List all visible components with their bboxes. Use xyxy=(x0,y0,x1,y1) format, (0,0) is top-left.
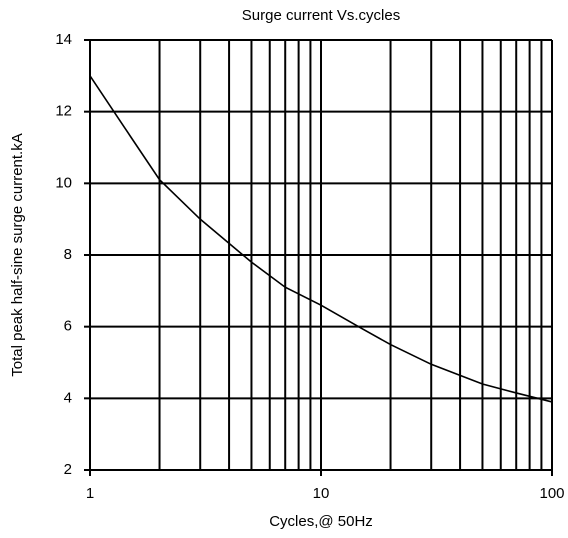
y-tick-label: 6 xyxy=(64,318,72,335)
y-tick-label: 14 xyxy=(55,31,72,48)
x-tick-label: 1 xyxy=(86,485,94,502)
y-tick-label: 2 xyxy=(64,461,72,478)
y-tick-label: 12 xyxy=(55,103,72,120)
x-tick-label: 100 xyxy=(539,485,564,502)
y-tick-label: 10 xyxy=(55,174,72,191)
chart-title: Surge current Vs.cycles xyxy=(242,7,400,24)
x-tick-label: 10 xyxy=(313,485,330,502)
line-series xyxy=(89,75,553,403)
y-tick-label: 8 xyxy=(64,246,72,263)
y-tick-label: 4 xyxy=(64,389,72,406)
x-axis-label: Cycles,@ 50Hz xyxy=(269,513,373,530)
y-axis-label: Total peak half-sine surge current.kA xyxy=(9,133,26,376)
